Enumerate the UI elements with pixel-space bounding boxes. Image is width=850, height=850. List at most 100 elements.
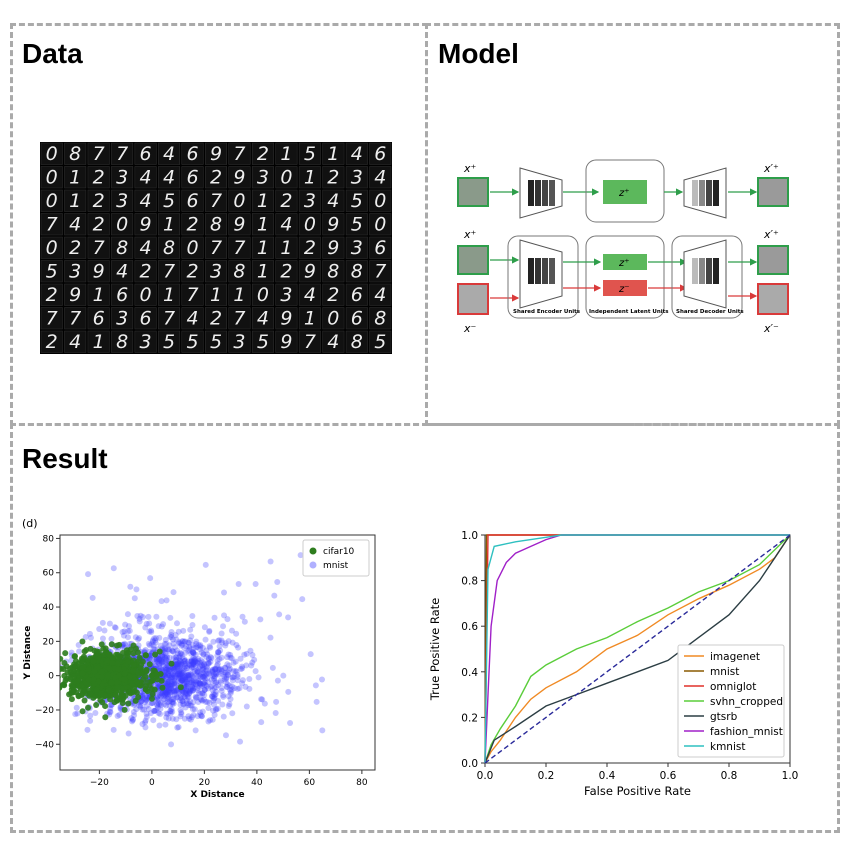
mnist-point bbox=[186, 689, 193, 696]
roc-x-tick: 0.8 bbox=[721, 770, 738, 782]
mnist-point bbox=[158, 690, 165, 697]
mnist-point bbox=[169, 699, 176, 706]
mnist-point bbox=[261, 700, 268, 707]
mnist-digit: 8 bbox=[69, 143, 81, 165]
mnist-point bbox=[222, 669, 229, 676]
mnist-point bbox=[190, 650, 197, 657]
mnist-point bbox=[210, 691, 217, 698]
cifar10-point bbox=[79, 708, 86, 715]
roc-y-tick: 0.2 bbox=[461, 712, 478, 724]
mnist-point bbox=[189, 714, 196, 721]
mnist-point bbox=[165, 678, 172, 685]
mnist-point bbox=[201, 672, 208, 679]
mnist-point bbox=[165, 670, 172, 677]
cifar10-point bbox=[149, 691, 156, 698]
mnist-point bbox=[199, 697, 206, 704]
mnist-point bbox=[156, 634, 163, 641]
mnist-point bbox=[201, 686, 208, 693]
mnist-point bbox=[174, 694, 181, 701]
mnist-point bbox=[159, 691, 166, 698]
mnist-point bbox=[243, 703, 250, 710]
mnist-point bbox=[166, 672, 173, 679]
mnist-point bbox=[200, 673, 207, 680]
mnist-digit: 9 bbox=[327, 214, 339, 236]
mnist-point bbox=[205, 685, 212, 692]
cifar10-point bbox=[121, 676, 128, 683]
cifar10-point bbox=[62, 650, 69, 657]
mnist-point bbox=[208, 676, 215, 683]
mnist-point bbox=[220, 692, 227, 699]
mnist-point bbox=[163, 660, 170, 667]
mnist-point bbox=[190, 699, 197, 706]
mnist-point bbox=[174, 661, 181, 668]
mnist-point bbox=[225, 703, 232, 710]
mnist-digit: 0 bbox=[374, 214, 386, 236]
mnist-point bbox=[167, 710, 174, 717]
roc-y-tick: 1.0 bbox=[461, 530, 478, 542]
mnist-point bbox=[201, 696, 208, 703]
cifar10-point bbox=[98, 668, 105, 675]
mnist-point bbox=[87, 634, 94, 641]
mnist-point bbox=[165, 670, 172, 677]
mnist-digit: 7 bbox=[46, 214, 58, 236]
mnist-digit: 8 bbox=[327, 261, 339, 283]
mnist-point bbox=[155, 655, 162, 662]
mnist-point bbox=[188, 664, 195, 671]
mnist-point bbox=[198, 682, 205, 689]
mnist-point bbox=[218, 654, 225, 661]
mnist-digit: 1 bbox=[69, 190, 81, 212]
mnist-point bbox=[136, 618, 143, 625]
cifar10-point bbox=[124, 658, 131, 665]
mnist-point bbox=[188, 658, 195, 665]
mnist-point bbox=[157, 705, 164, 712]
mnist-point bbox=[149, 638, 156, 645]
mnist-point bbox=[142, 624, 149, 631]
mnist-point bbox=[200, 666, 207, 673]
mnist-point bbox=[177, 694, 184, 701]
mnist-point bbox=[246, 685, 253, 692]
cifar10-point bbox=[80, 653, 87, 660]
cifar10-point bbox=[108, 641, 115, 648]
mnist-point bbox=[153, 656, 160, 663]
roc-legend-label: gtsrb bbox=[710, 711, 738, 723]
mnist-point bbox=[197, 680, 204, 687]
mnist-point bbox=[106, 620, 113, 627]
mnist-point bbox=[202, 636, 209, 643]
mnist-point bbox=[227, 690, 234, 697]
mnist-point bbox=[165, 686, 172, 693]
mnist-point bbox=[134, 612, 141, 619]
cifar10-point bbox=[91, 647, 98, 654]
mnist-point bbox=[183, 679, 190, 686]
mnist-point bbox=[121, 641, 128, 648]
mnist-point bbox=[137, 703, 144, 710]
mnist-point bbox=[145, 706, 152, 713]
mnist-point bbox=[73, 704, 80, 711]
mnist-point bbox=[131, 712, 138, 719]
cifar10-point bbox=[80, 664, 87, 671]
mnist-point bbox=[132, 634, 139, 641]
mnist-point bbox=[155, 662, 162, 669]
cifar10-point bbox=[83, 647, 90, 654]
mnist-point bbox=[157, 690, 164, 697]
mnist-point bbox=[178, 677, 185, 684]
mnist-point bbox=[212, 665, 219, 672]
cifar10-point bbox=[45, 682, 51, 688]
mnist-point bbox=[198, 662, 205, 669]
mnist-point bbox=[220, 693, 227, 700]
mnist-point bbox=[163, 662, 170, 669]
mnist-point bbox=[84, 726, 91, 733]
mnist-point bbox=[165, 666, 172, 673]
mnist-point bbox=[168, 696, 175, 703]
mnist-point bbox=[211, 665, 218, 672]
mnist-digit: 1 bbox=[163, 214, 175, 236]
mnist-point bbox=[171, 675, 178, 682]
mnist-point bbox=[187, 626, 194, 633]
mnist-point bbox=[178, 651, 185, 658]
mnist-point bbox=[194, 669, 201, 676]
mnist-point bbox=[189, 656, 196, 663]
mnist-point bbox=[198, 671, 205, 678]
cifar10-point bbox=[87, 690, 94, 697]
mnist-point bbox=[177, 650, 184, 657]
mnist-point bbox=[150, 642, 157, 649]
mnist-point bbox=[196, 672, 203, 679]
